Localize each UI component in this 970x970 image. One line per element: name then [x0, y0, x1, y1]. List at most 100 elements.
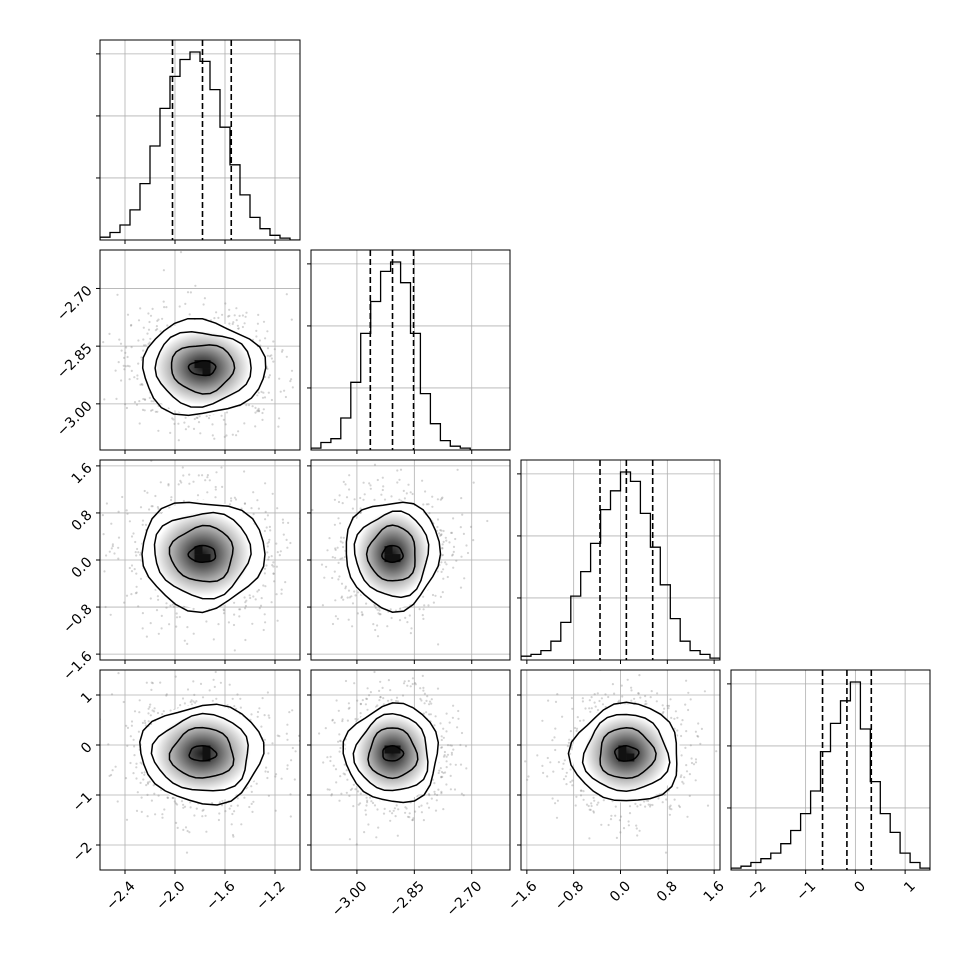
- scatter-point: [411, 677, 414, 680]
- scatter-point: [343, 773, 347, 776]
- scatter-point: [639, 696, 642, 699]
- scatter-point: [374, 628, 377, 632]
- scatter-point: [268, 374, 271, 377]
- scatter-point: [146, 815, 149, 818]
- scatter-point: [250, 790, 253, 794]
- scatter-point: [378, 689, 381, 693]
- scatter-point: [285, 732, 288, 735]
- scatter-point: [297, 662, 299, 664]
- scatter-point: [340, 536, 343, 539]
- density-pixel: [384, 745, 393, 754]
- scatter-point: [593, 693, 596, 696]
- scatter-point: [177, 483, 180, 486]
- scatter-point: [123, 368, 126, 371]
- scatter-point: [144, 398, 147, 401]
- scatter-point: [271, 564, 274, 567]
- scatter-point: [104, 605, 107, 609]
- scatter-point: [352, 805, 355, 808]
- scatter-point: [184, 826, 188, 829]
- scatter-point: [156, 328, 159, 331]
- scatter-point: [574, 804, 577, 807]
- scatter-point: [460, 555, 463, 558]
- scatter-point: [154, 456, 156, 458]
- scatter-point: [60, 558, 62, 560]
- scatter-point: [139, 383, 142, 386]
- scatter-point: [128, 566, 131, 570]
- scatter-point: [110, 522, 113, 525]
- scatter-point: [207, 417, 211, 420]
- scatter-point: [221, 485, 224, 488]
- scatter-point: [407, 483, 410, 486]
- scatter-point: [148, 320, 151, 324]
- scatter-point: [262, 391, 265, 394]
- scatter-point: [373, 670, 376, 674]
- scatter-point: [439, 529, 442, 532]
- scatter-point: [351, 787, 354, 790]
- scatter-point: [621, 695, 624, 698]
- panel-content: [311, 460, 510, 674]
- scatter-point: [135, 585, 138, 588]
- scatter-point: [431, 495, 434, 498]
- scatter-point: [155, 609, 159, 612]
- scatter-point: [338, 733, 341, 736]
- contour-line: [141, 501, 266, 614]
- histogram-bar: [660, 585, 670, 660]
- scatter-point: [414, 683, 417, 686]
- scatter-point: [139, 506, 143, 509]
- scatter-point: [347, 589, 351, 592]
- scatter-point: [554, 748, 557, 752]
- scatter-point: [406, 684, 409, 687]
- scatter-point: [123, 356, 126, 359]
- scatter-point: [116, 293, 119, 296]
- histogram-bar: [440, 441, 450, 450]
- scatter-point: [150, 688, 153, 692]
- scatter-point: [411, 492, 414, 496]
- scatter-point: [425, 503, 428, 506]
- scatter-point: [287, 521, 290, 525]
- scatter-point: [108, 332, 111, 335]
- scatter-point: [126, 744, 129, 748]
- panel-content: [60, 456, 311, 660]
- scatter-point: [309, 544, 311, 546]
- scatter-point: [684, 703, 687, 706]
- histogram-bar: [420, 394, 430, 450]
- scatter-point: [645, 799, 648, 802]
- scatter-point: [165, 606, 168, 609]
- scatter-point: [271, 742, 274, 745]
- scatter-point: [133, 568, 136, 571]
- scatter-point: [130, 593, 133, 596]
- scatter-point: [370, 800, 373, 803]
- scatter-point: [313, 771, 315, 773]
- scatter-point: [224, 810, 227, 813]
- scatter-point: [219, 681, 222, 684]
- scatter-point: [171, 417, 174, 420]
- scatter-point: [670, 716, 673, 720]
- scatter-point: [223, 435, 226, 438]
- scatter-point: [266, 347, 270, 350]
- scatter-point: [137, 362, 140, 365]
- scatter-point: [460, 731, 464, 735]
- scatter-point: [334, 768, 338, 771]
- scatter-point: [265, 526, 268, 529]
- scatter-point: [275, 773, 278, 776]
- scatter-point: [438, 769, 441, 772]
- scatter-point: [368, 482, 371, 485]
- scatter-point: [280, 592, 283, 595]
- scatter-point: [336, 617, 339, 620]
- scatter-point: [117, 361, 120, 364]
- scatter-point: [441, 547, 444, 550]
- scatter-point: [140, 771, 144, 775]
- scatter-point: [157, 794, 160, 797]
- scatter-point: [135, 766, 138, 769]
- scatter-point: [445, 766, 448, 769]
- scatter-point: [245, 311, 248, 314]
- histogram-bar: [210, 90, 220, 240]
- scatter-point: [228, 683, 231, 686]
- scatter-point: [383, 498, 387, 501]
- scatter-point: [378, 699, 381, 702]
- scatter-point: [275, 542, 278, 545]
- scatter-point: [165, 694, 168, 697]
- scatter-point: [402, 672, 404, 674]
- scatter-point: [644, 700, 647, 703]
- scatter-point: [267, 794, 270, 797]
